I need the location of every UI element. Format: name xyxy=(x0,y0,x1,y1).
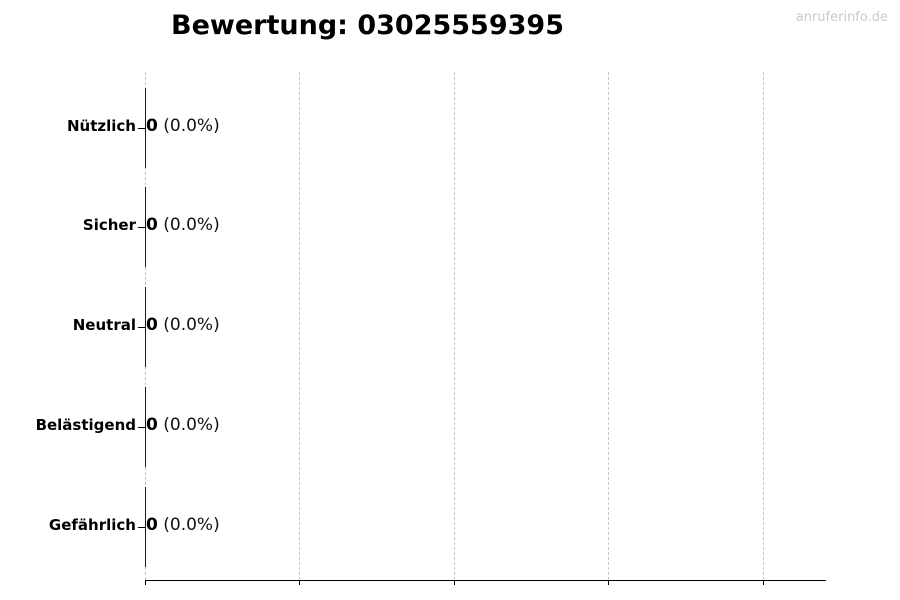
bar-belaestigend xyxy=(145,387,146,467)
bar-percent-nuetzlich: (0.0%) xyxy=(163,116,220,136)
bar-value-gefaehrlich: 0 (0.0%) xyxy=(146,515,220,535)
gridline-1 xyxy=(299,72,300,580)
bar-value-neutral: 0 (0.0%) xyxy=(146,315,220,335)
x-axis-tick-3 xyxy=(608,580,609,585)
y-axis-tick-neutral xyxy=(138,327,145,328)
x-axis-tick-4 xyxy=(763,580,764,585)
bar-count-gefaehrlich: 0 xyxy=(146,515,158,535)
x-axis-tick-0 xyxy=(145,580,146,585)
category-label-nuetzlich: Nützlich xyxy=(67,117,136,135)
bar-percent-sicher: (0.0%) xyxy=(163,215,220,235)
x-axis-tick-1 xyxy=(299,580,300,585)
bar-count-nuetzlich: 0 xyxy=(146,116,158,136)
bar-value-nuetzlich: 0 (0.0%) xyxy=(146,116,220,136)
y-axis-tick-nuetzlich xyxy=(138,128,145,129)
category-label-sicher: Sicher xyxy=(82,216,136,234)
y-axis-tick-sicher xyxy=(138,227,145,228)
bar-gefaehrlich xyxy=(145,487,146,567)
bar-value-sicher: 0 (0.0%) xyxy=(146,215,220,235)
bar-count-neutral: 0 xyxy=(146,315,158,335)
bar-count-sicher: 0 xyxy=(146,215,158,235)
y-axis-tick-gefaehrlich xyxy=(138,527,145,528)
bar-neutral xyxy=(145,287,146,367)
y-axis-tick-belaestigend xyxy=(138,427,145,428)
plot-area xyxy=(145,72,826,580)
x-axis-tick-2 xyxy=(454,580,455,585)
bar-count-belaestigend: 0 xyxy=(146,415,158,435)
gridline-4 xyxy=(763,72,764,580)
category-label-neutral: Neutral xyxy=(72,316,136,334)
category-label-belaestigend: Belästigend xyxy=(35,416,136,434)
bar-nuetzlich xyxy=(145,88,146,168)
bar-sicher xyxy=(145,187,146,267)
watermark-label: anruferinfo.de xyxy=(795,10,888,25)
x-axis-line xyxy=(145,580,826,581)
bar-value-belaestigend: 0 (0.0%) xyxy=(146,415,220,435)
bar-percent-neutral: (0.0%) xyxy=(163,315,220,335)
bar-percent-gefaehrlich: (0.0%) xyxy=(163,515,220,535)
gridline-2 xyxy=(454,72,455,580)
category-label-gefaehrlich: Gefährlich xyxy=(48,516,136,534)
gridline-3 xyxy=(608,72,609,580)
bar-percent-belaestigend: (0.0%) xyxy=(163,415,220,435)
page-title: Bewertung: 03025559395 xyxy=(171,10,564,41)
